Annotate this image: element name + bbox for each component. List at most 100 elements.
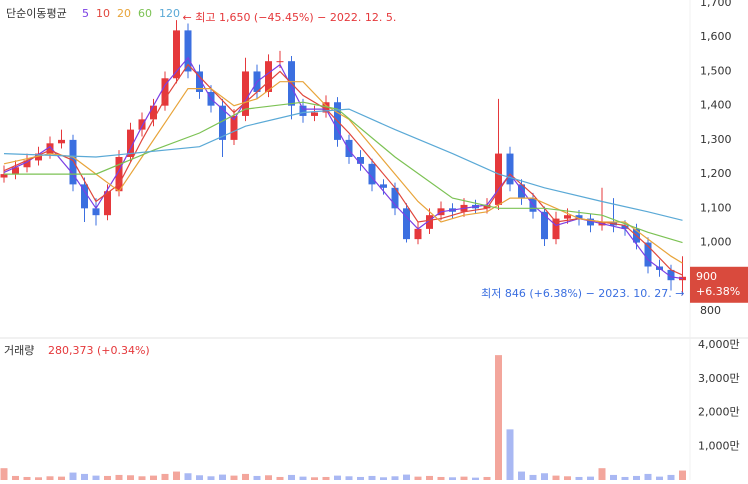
y-tick-label: 800 [700, 304, 721, 317]
low-annotation: 최저 846 (+6.38%) − 2023. 10. 27. → [481, 287, 684, 300]
volume-bar [564, 476, 571, 480]
volume-bar [552, 475, 560, 480]
candle-body [104, 191, 111, 216]
candle-body [345, 139, 353, 157]
volume-bar [276, 476, 284, 480]
candle-body [58, 139, 65, 144]
candle-body [380, 184, 387, 188]
volume-bar [150, 475, 157, 480]
candle-body [391, 187, 399, 209]
moving-average-line [3, 81, 683, 264]
volume-bar [357, 476, 364, 480]
volume-bar [495, 355, 502, 480]
volume-bar [610, 474, 617, 480]
volume-bar [667, 474, 675, 480]
legend-entry: 5 [82, 7, 89, 20]
moving-average-line [4, 101, 683, 244]
candle-body [150, 105, 157, 120]
candle-body [518, 184, 525, 199]
volume-bar [391, 476, 399, 480]
volume-bar [460, 476, 468, 480]
y-tick-label: 1,000 [700, 236, 732, 249]
volume-bar [368, 475, 376, 480]
volume-title: 거래량 [4, 344, 34, 357]
candle-body [184, 30, 192, 72]
volume-bar [46, 476, 54, 480]
candle-body [426, 215, 433, 229]
candle-body [414, 228, 422, 240]
volume-bar [541, 473, 548, 480]
volume-bar [161, 473, 169, 480]
volume-bar [679, 470, 686, 480]
volume-bar [219, 474, 226, 480]
candle-body [196, 71, 203, 92]
moving-average-line [3, 56, 683, 280]
candle-body [644, 242, 652, 267]
volume-bar [380, 477, 387, 480]
volume-tick-label: 1,000만 [698, 439, 740, 452]
price-box-value: 900 [696, 270, 717, 283]
candle-body [575, 215, 583, 219]
volume-bar [449, 477, 456, 480]
legend-entry: 10 [96, 7, 110, 20]
y-tick-label: 1,100 [700, 201, 732, 214]
candle-body [46, 143, 54, 154]
candle-body [541, 211, 548, 240]
volume-bar [104, 475, 111, 480]
volume-tick-label: 4,000만 [698, 338, 740, 351]
volume-bar [437, 476, 445, 480]
candle-body [35, 153, 42, 161]
candle-body [12, 167, 19, 175]
legend-entry: 20 [117, 7, 131, 20]
volume-bar [334, 475, 341, 480]
candle-body [587, 218, 594, 226]
volume-bar [58, 476, 65, 480]
volume-bar [127, 475, 134, 480]
candle-body [552, 218, 560, 240]
volume-bar [587, 476, 594, 480]
volume-bar [322, 476, 330, 480]
volume-bar [403, 474, 410, 480]
candle-body [230, 115, 238, 140]
candle-body [311, 112, 318, 116]
candle-body [23, 160, 31, 168]
candle-body [403, 208, 410, 240]
candle-body [483, 204, 491, 209]
y-tick-label: 1,400 [700, 99, 732, 112]
candle-body [299, 105, 307, 116]
volume-bar [184, 473, 192, 480]
candle-body [621, 225, 629, 229]
volume-bar [311, 477, 318, 480]
y-tick-label: 1,600 [700, 30, 732, 43]
volume-bar [69, 472, 77, 480]
candle-body [357, 157, 364, 164]
volume-bar [299, 476, 307, 480]
legend-entry: 120 [159, 7, 180, 20]
volume-bar [529, 474, 537, 480]
candle-body [564, 215, 571, 219]
volume-bar [138, 476, 146, 480]
candle-body [173, 30, 180, 79]
volume-bar [656, 476, 663, 480]
volume-bar [253, 475, 261, 480]
candle-body [69, 139, 77, 185]
volume-bar [506, 429, 514, 480]
candle-body [161, 78, 169, 106]
volume-bar [472, 477, 479, 480]
price-box [690, 266, 748, 303]
candle-body [276, 61, 284, 63]
volume-bar [207, 476, 215, 480]
volume-bar [81, 473, 88, 480]
volume-bar [345, 476, 353, 480]
volume-tick-label: 3,000만 [698, 372, 740, 385]
volume-bar [92, 475, 100, 480]
candle-body [0, 174, 8, 178]
volume-bar [426, 475, 433, 480]
volume-bar [23, 476, 31, 480]
volume-bar [230, 475, 238, 480]
volume-bar [265, 475, 272, 480]
candle-body [81, 184, 88, 209]
candle-body [127, 129, 134, 157]
volume-tick-label: 2,000만 [698, 406, 740, 419]
y-tick-label: 1,300 [700, 133, 732, 146]
